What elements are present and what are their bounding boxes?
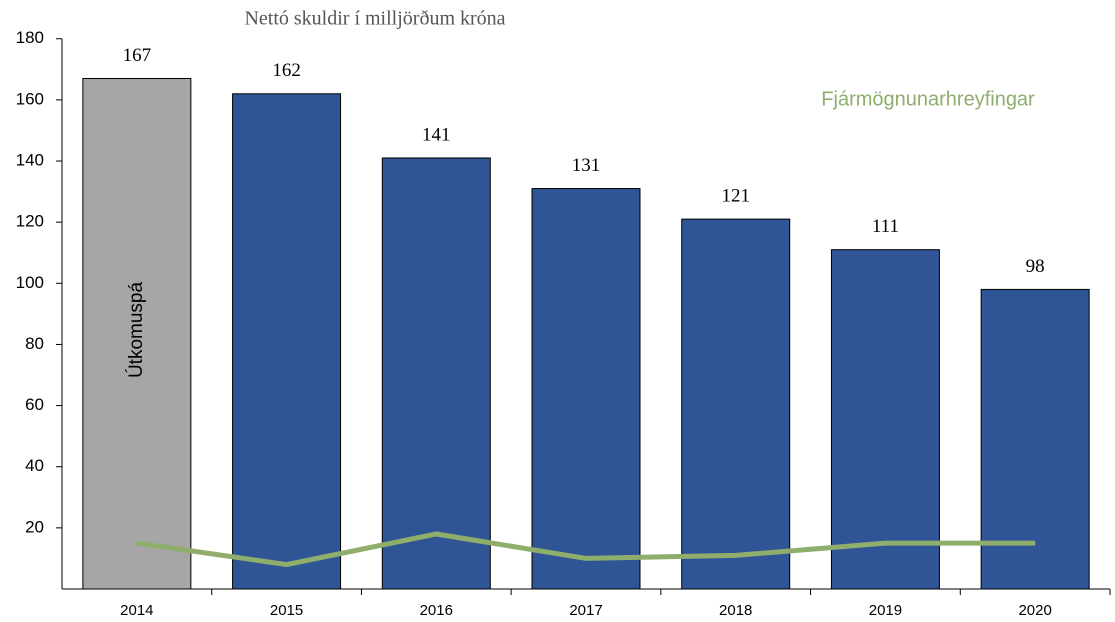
y-tick-label: 40 [25, 456, 44, 475]
data-label: 162 [272, 60, 301, 81]
y-tick-label: 120 [16, 212, 44, 231]
annotation: Útkomuspá [125, 282, 147, 379]
y-tick-label: 60 [25, 395, 44, 414]
bar [531, 188, 641, 590]
y-tick-label: 80 [25, 334, 44, 353]
bar [82, 77, 192, 590]
chart-title: Nettó skuldir í milljörðum króna [244, 8, 505, 30]
bar [381, 157, 491, 590]
x-tick-label: 2016 [420, 602, 453, 619]
x-tick-label: 2017 [569, 602, 602, 619]
legend-label: Fjármögnunarhreyfingar [821, 88, 1035, 110]
bar [232, 93, 342, 590]
x-tick-label: 2014 [120, 602, 153, 619]
bar [980, 288, 1090, 590]
data-label: 131 [572, 155, 601, 176]
data-label: 98 [1026, 256, 1045, 277]
y-tick-label: 160 [16, 89, 44, 108]
x-tick-label: 2020 [1018, 602, 1051, 619]
data-label: 141 [422, 124, 451, 145]
y-tick-label: 180 [16, 28, 44, 47]
x-tick-label: 2015 [270, 602, 303, 619]
x-tick-label: 2018 [719, 602, 752, 619]
data-label: 111 [872, 216, 899, 237]
bar [681, 218, 791, 590]
bar [830, 249, 940, 590]
y-tick-label: 140 [16, 151, 44, 170]
y-tick-label: 20 [25, 517, 44, 536]
line [136, 531, 1036, 568]
y-tick-label: 100 [16, 273, 44, 292]
data-label: 121 [721, 185, 750, 206]
data-label: 167 [123, 45, 152, 66]
x-tick-label: 2019 [869, 602, 902, 619]
